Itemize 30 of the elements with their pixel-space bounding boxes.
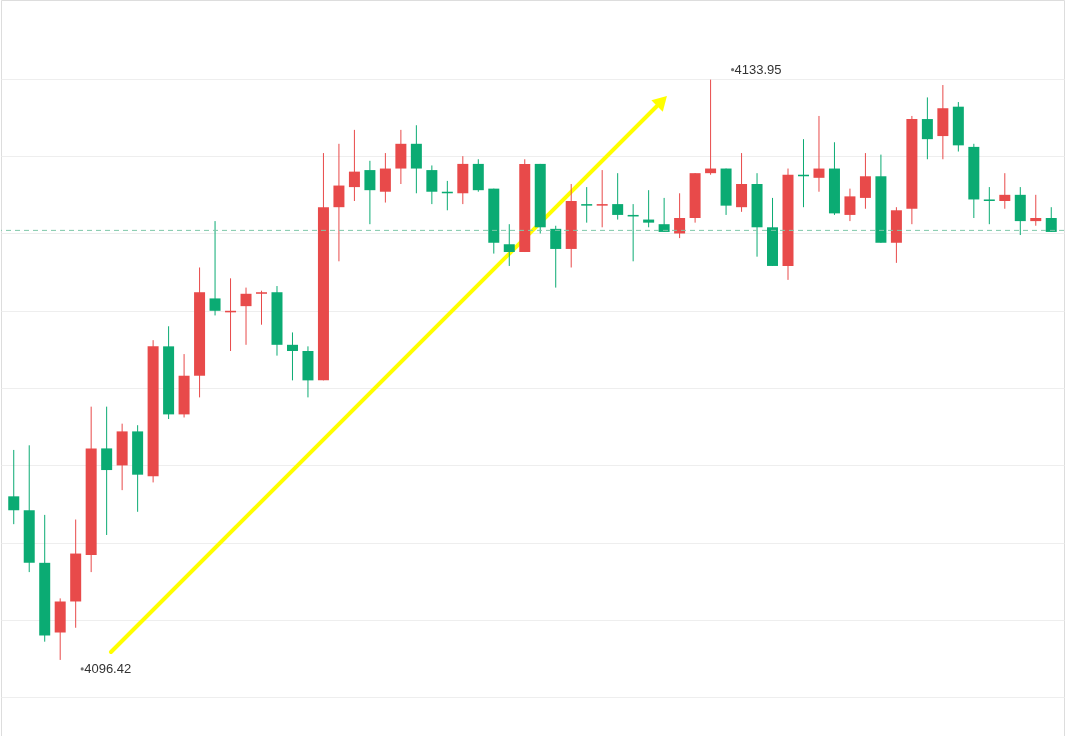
candlestick	[581, 186, 593, 224]
candlestick	[333, 143, 345, 262]
candlestick	[550, 225, 562, 289]
candlestick	[209, 220, 221, 316]
candlestick	[1045, 206, 1057, 233]
candlestick	[1030, 194, 1042, 227]
candlestick	[921, 96, 933, 160]
candlestick	[674, 192, 686, 239]
candlestick	[426, 164, 438, 205]
candlestick	[813, 115, 825, 193]
candlestick	[736, 152, 748, 213]
candlestick	[983, 186, 995, 225]
candlestick	[101, 406, 113, 536]
candlestick	[999, 172, 1011, 210]
candlestick	[256, 290, 268, 326]
candlestick	[612, 172, 624, 221]
candlestick	[503, 223, 515, 267]
candlestick	[8, 449, 20, 525]
candlestick	[658, 197, 670, 233]
annotation: 4096.42	[84, 660, 132, 676]
candlestick	[596, 169, 608, 228]
candlestick	[844, 188, 856, 222]
candlestick	[348, 129, 360, 202]
candlestick	[240, 287, 252, 346]
candlestick	[286, 331, 298, 381]
candlestick	[859, 152, 871, 210]
candlestick	[643, 189, 655, 228]
candlestick	[379, 152, 391, 204]
annotation: 4133.95	[734, 61, 782, 77]
candlestick	[364, 160, 376, 225]
